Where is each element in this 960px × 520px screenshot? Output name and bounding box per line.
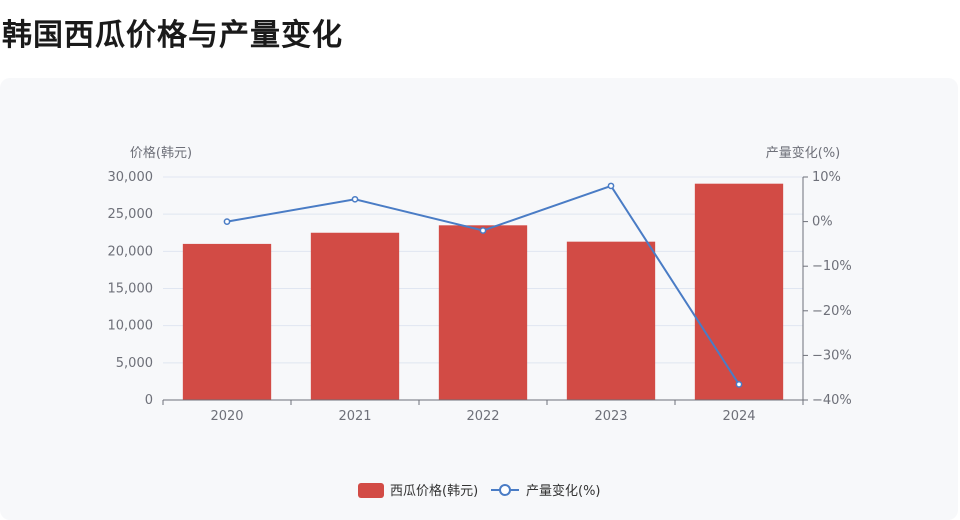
bar [566,241,656,400]
legend-swatch-marker [499,484,511,496]
y-right-tick-label: 0% [812,215,833,230]
y-right-tick-label: −40% [812,393,852,408]
x-tick-label: 2023 [594,409,627,424]
page-title: 韩国西瓜价格与产量变化 [2,18,343,53]
bar [694,183,784,400]
legend: 西瓜价格(韩元) 产量变化(%) [358,483,601,499]
y-right-tick-label: −20% [812,304,852,319]
x-tick-label: 2020 [210,409,243,424]
legend-label-bar: 西瓜价格(韩元) [390,483,478,499]
y-right-tick-label: −10% [812,259,852,274]
y-left-tick-label: 15,000 [108,282,154,297]
line-point [479,227,487,234]
y-left-tick-label: 5,000 [116,356,153,371]
y-left-axis-title: 价格(韩元) [130,145,192,161]
line-series [223,182,743,388]
y-right-axis-title: 产量变化(%) [766,145,841,161]
bar [438,225,528,400]
line-point [607,182,615,190]
line-point [223,218,231,225]
axis-labels: 0 5,000 10,000 15,000 20,000 25,000 30,000 −40%… [108,145,852,424]
x-tick-label: 2021 [338,409,371,424]
bar-series [182,183,784,400]
x-tick-label: 2022 [466,409,499,424]
y-left-tick-label: 25,000 [108,207,154,222]
line-point [735,381,743,388]
legend-label-line: 产量变化(%) [526,483,601,499]
bar [310,232,400,400]
y-right-tick-label: 10% [812,170,841,185]
legend-swatch-bar [358,483,384,498]
x-tick-label: 2024 [722,409,755,424]
y-left-tick-label: 10,000 [108,319,154,334]
bar [182,243,272,400]
axes [162,176,808,405]
y-left-tick-label: 30,000 [108,170,154,185]
y-right-tick-label: −30% [812,348,852,363]
line-point [351,195,359,203]
y-left-tick-label: 0 [145,393,153,408]
y-left-tick-label: 20,000 [108,244,154,259]
